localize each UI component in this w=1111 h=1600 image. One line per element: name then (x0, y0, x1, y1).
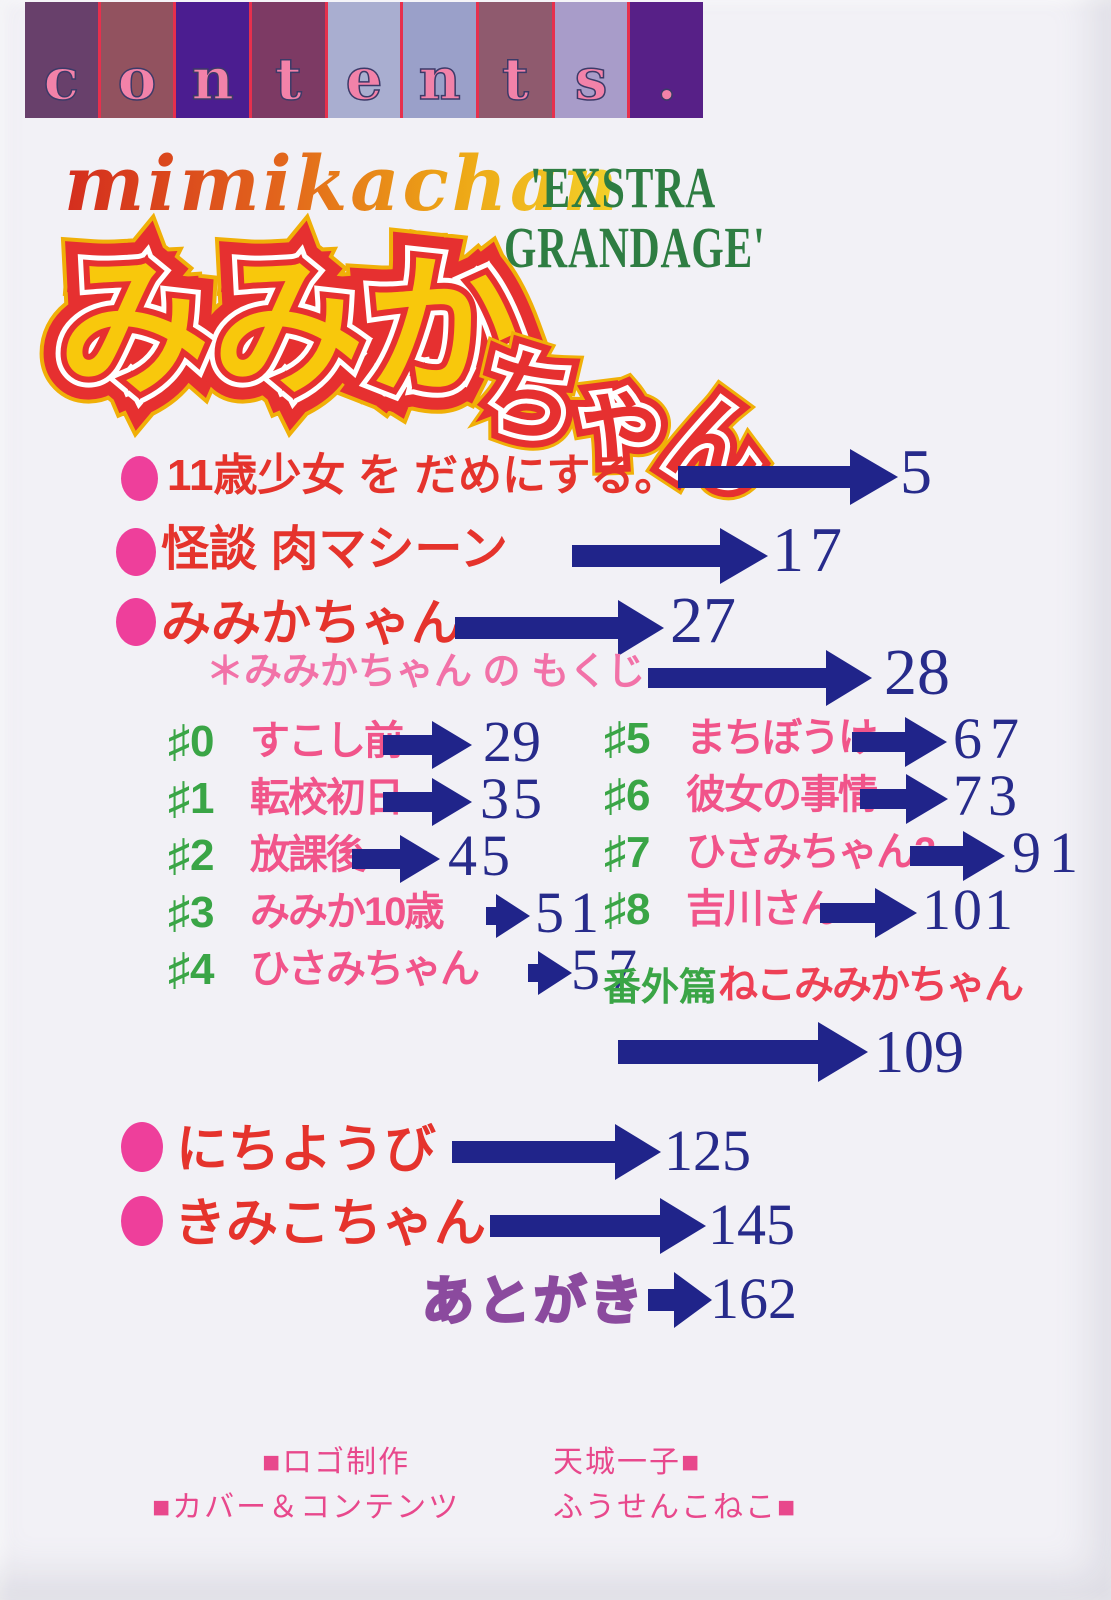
toc-entry-label: 怪談 肉マシーン (161, 523, 508, 576)
banner-letter: t (274, 45, 302, 113)
chapter-title: 放課後 (250, 833, 366, 877)
logo-title-outline: みみか (52, 243, 524, 413)
toc-sub-entry-page: 28 (884, 636, 950, 709)
chapter-number: ♯5 (604, 714, 651, 763)
arrow-icon (820, 888, 917, 938)
banner-letter: n (418, 45, 462, 113)
chapter-page: 73 (953, 763, 1023, 828)
banner-letter: s (574, 45, 608, 113)
toc-entry-label: みみかちゃん (161, 595, 461, 651)
banner-stripe: n (403, 2, 480, 118)
credit-name: ふうせんこねこ■ (553, 1491, 798, 1524)
arrow-icon (910, 831, 1005, 881)
banner-stripe: o (100, 2, 177, 118)
bullet-icon (116, 528, 156, 576)
logo-title-outline: みみか (35, 229, 541, 427)
chapter-page: 57 (571, 937, 645, 1002)
chapter-title: 転校初日 (250, 776, 404, 820)
chapter-title: みみか10歳 (250, 890, 444, 934)
credit-name: 天城一子■ (553, 1446, 702, 1479)
chapter-page: 91 (1012, 820, 1086, 885)
arrow-icon (383, 778, 472, 826)
toc-entry-page: 27 (670, 584, 736, 657)
toc-sub-entry-label: ＊みみかちゃん の もくじ (206, 651, 646, 693)
logo-title-outline: みみか (31, 225, 545, 431)
banner-stripe: e (327, 2, 404, 118)
chapter-number: ♯2 (168, 831, 215, 880)
logo-subtitle-line1: 'EXSTRA (530, 156, 716, 221)
credit-role: ■ロゴ制作 (262, 1446, 411, 1479)
arrow-icon (455, 600, 664, 656)
logo-romaji: mimikachan (64, 139, 621, 228)
chapter-number: ♯1 (168, 774, 215, 823)
afterword-label: あとがき (420, 1272, 647, 1331)
extra-chapter-page: 109 (874, 1019, 964, 1085)
chapter-page: 51 (535, 880, 605, 945)
arrow-icon (452, 1124, 661, 1180)
extra-chapter-title: ねこみみかちゃん (718, 963, 1024, 1007)
banner-stripe: s (554, 2, 631, 118)
banner-stripe: t (252, 2, 328, 118)
arrow-icon (528, 951, 572, 995)
chapter-page: 45 (448, 823, 514, 888)
banner-stripe: . (630, 2, 704, 118)
arrow-icon (383, 721, 472, 769)
chapter-page: 29 (483, 709, 541, 774)
logo-title-fill: みみか (58, 243, 520, 413)
logo-title-outline: みみか (47, 241, 529, 415)
toc-entry-label: きみこちゃん (174, 1195, 487, 1253)
chapter-page: 67 (953, 706, 1027, 771)
banner-letter: o (117, 45, 157, 113)
chapter-title: ひさみちゃん (250, 947, 480, 991)
banner-letter: n (191, 45, 235, 113)
chapter-title: まちぼうけ (686, 716, 878, 760)
bullet-icon (116, 598, 156, 646)
chapter-title: 吉川さん (686, 887, 840, 931)
toc-entry-label: にちようび (176, 1121, 437, 1179)
contents-banner: c o n t e n t s . (25, 2, 704, 118)
bullet-icon (121, 456, 158, 501)
banner-letter: t (501, 45, 529, 113)
credit-role: ■カバー＆コンテンツ (152, 1491, 461, 1524)
banner-stripe: t (479, 2, 555, 118)
logo-subtitle-line2: GRANDAGE' (504, 216, 766, 281)
chapter-page: 35 (480, 766, 546, 831)
banner-stripe: n (176, 2, 253, 118)
chapter-number: ♯7 (604, 828, 651, 877)
chapter-number: ♯4 (168, 945, 215, 994)
arrow-icon (678, 449, 898, 505)
toc-entry-page: 125 (664, 1118, 751, 1183)
chapter-title: すこし前 (250, 719, 404, 763)
bullet-icon (121, 1196, 163, 1246)
bullet-icon (121, 1122, 163, 1172)
arrow-icon (648, 1272, 712, 1328)
arrow-icon (572, 528, 768, 584)
arrow-icon (852, 717, 947, 767)
afterword-page: 162 (710, 1266, 797, 1331)
banner-stripe: c (25, 2, 101, 118)
toc-entry-page: 145 (708, 1192, 795, 1257)
arrow-icon (860, 774, 948, 824)
extra-chapter-tag: 番外篇 (603, 967, 718, 1009)
arrow-icon (648, 650, 872, 706)
arrow-icon (486, 894, 530, 938)
arrow-icon (490, 1198, 706, 1254)
arrow-icon (352, 835, 440, 883)
arrow-icon (618, 1022, 868, 1082)
banner-letter: e (345, 45, 383, 113)
chapter-number: ♯3 (168, 888, 215, 937)
chapter-number: ♯8 (604, 885, 651, 934)
chapter-number: ♯0 (168, 717, 215, 766)
banner-letter: c (43, 45, 80, 113)
chapter-title: ひさみちゃん2 (686, 830, 936, 874)
toc-entry-page: 5 (900, 436, 932, 507)
banner-letter: . (656, 45, 678, 113)
chapter-page: 101 (922, 877, 1015, 942)
toc-entry-label: 11歳少女 を だめにする。 (167, 451, 679, 500)
chapter-title: 彼女の事情 (686, 773, 878, 817)
chapter-number: ♯6 (604, 771, 651, 820)
toc-entry-page: 17 (772, 514, 848, 585)
